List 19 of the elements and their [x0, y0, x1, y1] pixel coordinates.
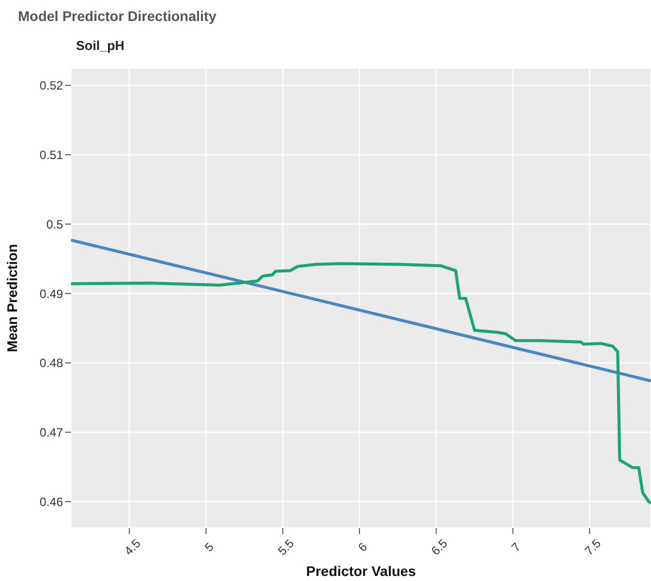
y-tick-label: 0.52 [40, 78, 64, 93]
x-axis-title: Predictor Values [306, 563, 416, 579]
x-tick-label: 7.5 [582, 536, 604, 558]
x-tick-label: 5 [202, 540, 217, 555]
x-tick-label: 6 [355, 540, 370, 555]
y-axis-title: Mean Prediction [4, 244, 20, 352]
x-tick-label: 7 [508, 540, 524, 555]
y-tick-label: 0.5 [46, 217, 64, 232]
x-tick-label: 4.5 [122, 536, 144, 558]
line-series [71, 262, 651, 505]
y-tick-label: 0.48 [40, 356, 64, 370]
y-tick-label: 0.47 [40, 426, 64, 440]
y-tick-label: 0.51 [40, 148, 64, 162]
x-tick-label: 5.5 [275, 536, 298, 558]
y-tick-label: 0.46 [40, 494, 64, 509]
y-tick-label: 0.49 [40, 286, 64, 301]
chart-subtitle: Soil_pH [76, 38, 124, 53]
chart-title: Model Predictor Directionality [18, 8, 216, 24]
x-tick-label: 6.5 [428, 536, 450, 558]
